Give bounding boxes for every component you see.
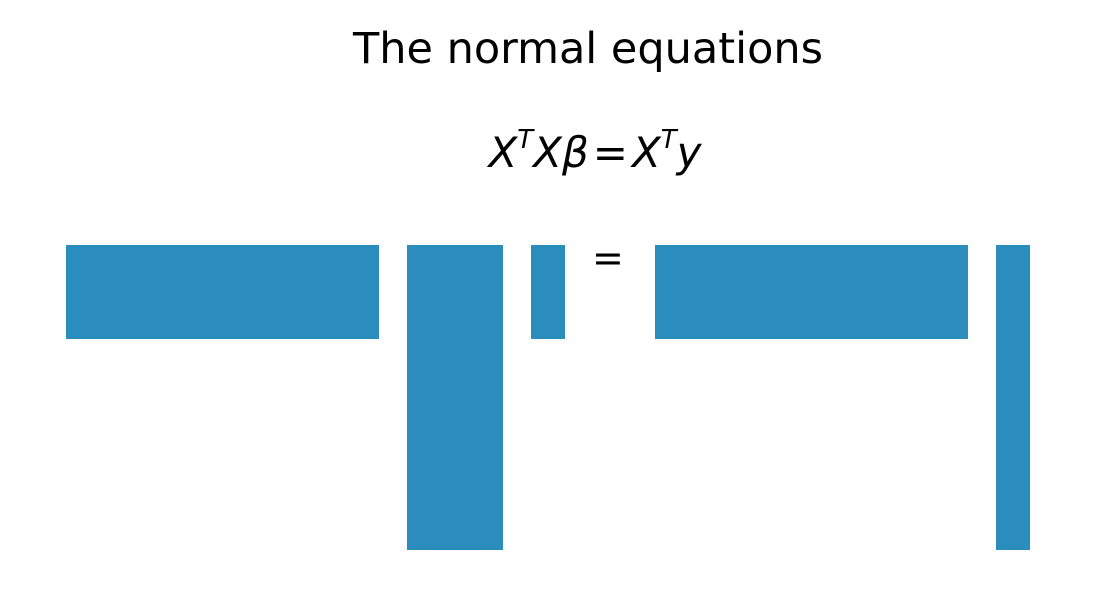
- y-block: [996, 245, 1030, 550]
- equation-x-transpose: XT: [488, 125, 534, 177]
- x-transpose-block: [66, 245, 379, 339]
- x-block: [407, 245, 503, 550]
- x-transpose-rhs-block: [655, 245, 968, 339]
- equation-y: y: [676, 128, 702, 177]
- equals-sign: =: [592, 236, 624, 280]
- diagram-title: The normal equations: [352, 24, 824, 74]
- equation-equals: =: [592, 128, 628, 177]
- equation-x: X: [533, 128, 562, 177]
- normal-equation: XTXβ=XTy: [0, 125, 1117, 177]
- equation-beta: β: [561, 128, 589, 177]
- equation-x-transpose-rhs: XT: [631, 125, 677, 177]
- beta-block: [531, 245, 565, 339]
